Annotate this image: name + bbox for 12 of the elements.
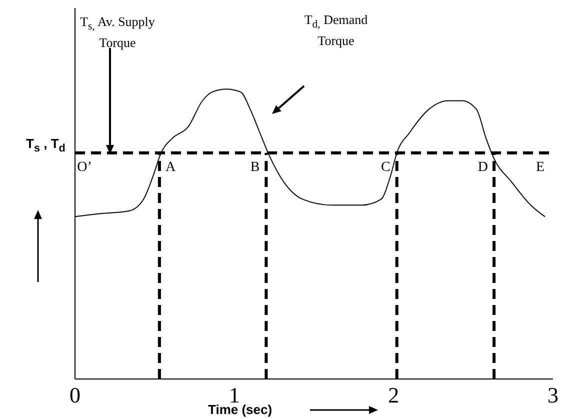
x-tick-label: 3 [548,382,558,408]
x-tick-label: 0 [70,382,80,408]
x-tick-label: 2 [388,382,400,408]
text: T$_{s,}$ Av. Supply Torque [79,14,156,51]
annotation: C [381,160,390,175]
annotation: E [536,160,545,175]
text: T$_{d,}$ Demand Torque [303,12,369,49]
annotation: B [250,160,260,175]
y-axis-title: T$_{s}$ , T$_{d}$ [26,136,66,155]
annotation: D [478,160,488,175]
annotation: A [166,160,177,175]
annotation: O’ [77,160,92,175]
